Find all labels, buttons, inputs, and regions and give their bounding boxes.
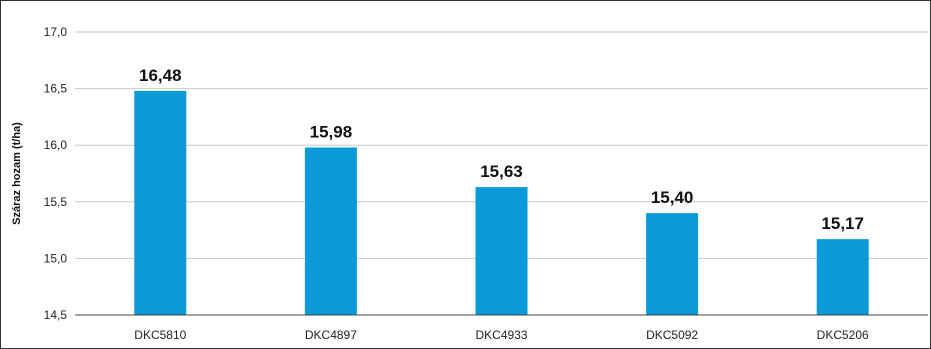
data-label: 15,98 — [310, 122, 353, 141]
x-category-label: DKC4933 — [475, 328, 527, 342]
bar — [816, 239, 869, 315]
bars — [134, 90, 869, 315]
y-tick-label: 14,5 — [44, 308, 68, 322]
x-axis-categories: DKC5810 DKC4897 DKC4933 DKC5092 DKC5206 — [134, 328, 869, 342]
data-label: 15,17 — [821, 214, 864, 233]
x-category-label: DKC5206 — [817, 328, 869, 342]
y-tick-label: 15,0 — [44, 251, 68, 265]
x-category-label: DKC5092 — [646, 328, 698, 342]
bar — [646, 213, 699, 315]
y-tick-label: 17,0 — [44, 25, 68, 39]
grid-lines — [75, 31, 928, 259]
y-axis-ticks: 14,5 15,0 15,5 16,0 16,5 17,0 — [44, 25, 68, 322]
data-label: 16,48 — [139, 66, 182, 85]
bar — [304, 147, 357, 315]
y-tick-label: 16,5 — [44, 82, 68, 96]
x-category-label: DKC4897 — [305, 328, 357, 342]
y-tick-label: 16,0 — [44, 138, 68, 152]
y-axis-title: Száraz hozam (t/ha) — [11, 122, 23, 225]
data-label: 15,63 — [480, 162, 523, 181]
value-labels: 16,48 15,98 15,63 15,40 15,17 — [139, 66, 864, 233]
x-category-label: DKC5810 — [134, 328, 186, 342]
data-label: 15,40 — [651, 188, 694, 207]
y-tick-label: 15,5 — [44, 195, 68, 209]
bar — [134, 90, 187, 315]
bar — [475, 187, 528, 315]
